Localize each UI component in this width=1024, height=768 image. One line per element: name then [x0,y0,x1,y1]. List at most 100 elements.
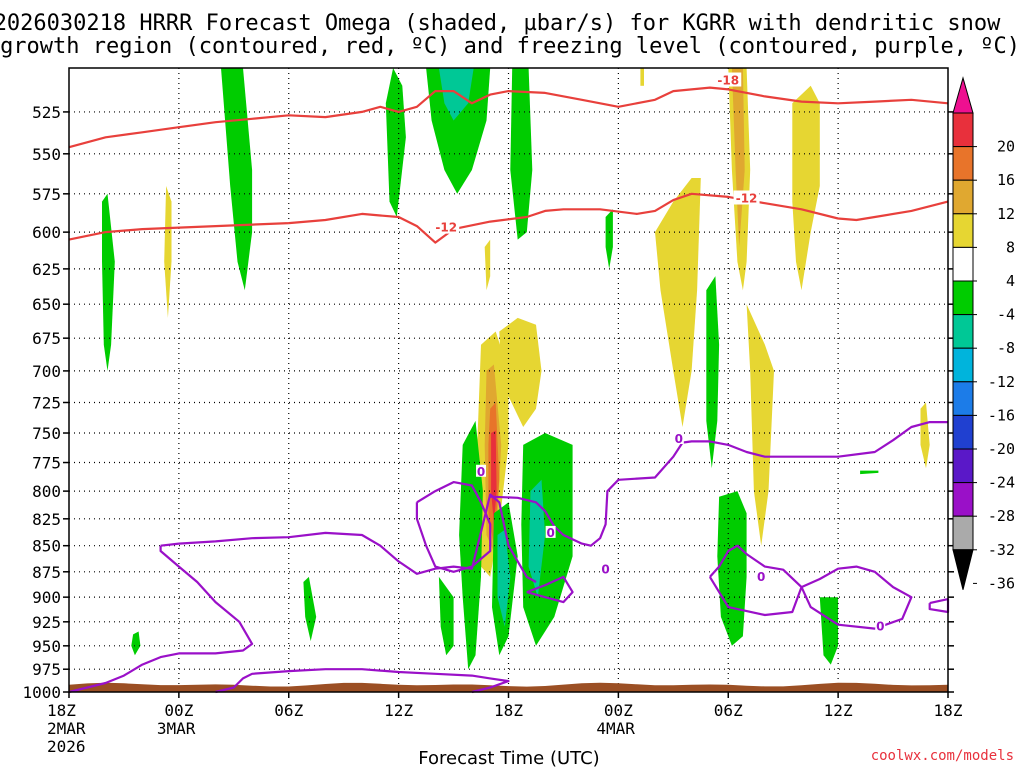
freezing-level-contour [928,597,950,614]
freezing-level-label: 0 [546,526,554,540]
colorbar-segment [952,112,974,148]
y-tick-label: 925 [32,613,61,632]
omega-shade-18 [426,68,491,194]
y-tick-label: 600 [32,223,61,242]
dgz-label-bg [733,190,760,205]
omega-shade-25 [528,479,546,598]
omega-shade-28 [819,597,839,665]
colorbar-level-label: -12 [988,373,1015,391]
colorbar-segment [952,515,974,551]
y-tick-label: 1000 [22,683,61,702]
dgz-contour-label: -12 [435,221,457,235]
colorbar-level-label: -36 [988,574,1015,592]
omega-shade-26 [438,576,454,656]
plot-area: -12 -12 -18 0 0 0 0 0 0 [68,67,950,694]
dgz-contour--18 [68,86,949,149]
colorbar-bottom-arrow [952,549,974,590]
x-tick-date-label: 2MAR [47,719,86,738]
freezing-label-bg [756,569,767,582]
colorbar-segment [952,213,974,248]
y-tick-label: 650 [32,295,61,314]
colorbar-level-label: 12 [997,205,1015,223]
omega-shade-23 [497,529,511,627]
colorbar-level-label: -24 [988,474,1015,492]
omega-shade-19 [438,68,474,121]
y-tick-label: 525 [32,103,61,122]
colorbar-level-label: 4 [1006,272,1015,290]
x-tick-label: 18Z [494,701,523,720]
x-tick-label: 18Z [934,701,963,720]
freezing-level-contour [68,545,254,694]
freezing-label-bg [673,431,684,444]
y-axis-ticks: 525 550 575 600 625 650 675 700 725 750 775 800 825 8… [22,103,954,702]
omega-shade-17 [385,68,406,217]
y-tick-label: 750 [32,424,61,443]
omega-shade-29 [303,576,317,642]
chart-title-line-1: 2026030218 HRRR Forecast Omega (shaded, … [0,11,1001,36]
colorbar-level-label: -8 [997,339,1015,357]
freezing-level-label: 0 [675,432,683,446]
ground-surface [69,682,948,692]
colorbar-segment [952,246,974,282]
colorbar-segment [952,482,974,517]
colorbar-level-label: -4 [997,306,1015,324]
omega-shade-5 [499,317,542,427]
omega-shade-12 [164,186,172,318]
y-tick-label: 950 [32,637,61,656]
y-tick-label: 550 [32,145,61,164]
freezing-level-contour [708,544,803,617]
omega-shade-16 [221,68,253,291]
colorbar-level-label: -16 [988,406,1015,424]
freezing-level-label: 0 [601,563,609,577]
x-axis-label: Forecast Time (UTC) [418,748,599,768]
omega-shade-10 [792,85,820,291]
colorbar-top-arrow [952,76,974,114]
y-tick-label: 850 [32,537,61,556]
dgz-contour-label: -12 [736,192,758,206]
omega-shade-24 [521,433,573,646]
colorbar-segment [952,314,974,349]
freezing-level-label: 0 [477,465,485,479]
freezing-label-bg [476,464,487,477]
omega-shade-14 [640,68,644,86]
omega-shade-4 [484,239,491,291]
freezing-level-contour [800,565,913,630]
freezing-level-contour [215,668,510,694]
colorbar-segment [952,146,974,181]
omega-shade-9 [746,304,774,546]
dgz-contour--12 [68,192,949,244]
x-tick-date-label: 3MAR [157,719,196,738]
x-tick-label: 00Z [164,701,193,720]
freezing-level-contour [160,493,537,583]
freezing-level-contour [490,421,948,547]
chart-title-line-2: growth region (contoured, red, ºC) and f… [0,34,1020,59]
y-tick-label: 725 [32,393,61,412]
freezing-level-label: 0 [757,570,765,584]
colorbar-level-label: 20 [997,138,1015,156]
y-tick-label: 900 [32,588,61,607]
colorbar-level-label: -28 [988,507,1015,525]
colorbar-segment [952,347,974,383]
credit-text: coolwx.com/models [871,748,1014,764]
colorbar: 20 16 12 8 4 -4 -8 -12 -16 -20 -24 -28 -32 -36 [952,76,1015,592]
colorbar-segment [952,414,974,450]
y-tick-label: 800 [32,482,61,501]
colorbar-segment [952,381,974,416]
colorbar-level-label: -32 [988,541,1015,559]
freezing-level-contour [526,575,574,604]
freezing-level-contour [415,481,492,573]
dgz-label-bg [715,72,742,87]
omega-shade-27 [717,491,747,646]
y-tick-label: 775 [32,454,61,473]
freezing-level-label: 0 [876,620,884,634]
y-tick-label: 875 [32,563,61,582]
omega-shade-13 [920,402,930,469]
y-tick-label: 975 [32,660,61,679]
x-tick-date-label: 4MAR [596,719,635,738]
ground-layer [69,682,948,692]
omega-shade-15 [102,193,115,371]
contour-layer: -12 -12 -18 0 0 0 0 0 0 [68,72,950,694]
colorbar-segment [952,179,974,215]
x-tick-label: 12Z [384,701,413,720]
